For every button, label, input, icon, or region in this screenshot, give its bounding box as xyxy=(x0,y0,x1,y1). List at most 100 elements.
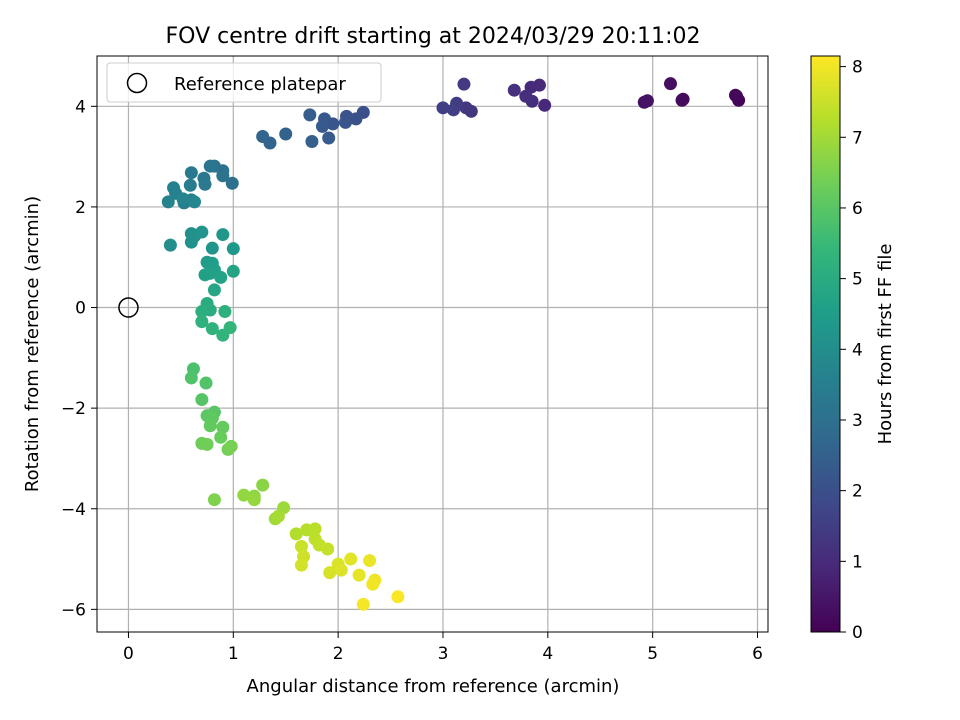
data-point xyxy=(200,437,214,451)
y-tick-label: −4 xyxy=(61,500,86,520)
data-point xyxy=(271,509,285,523)
data-points xyxy=(161,77,746,611)
data-point xyxy=(538,98,552,112)
data-point xyxy=(195,393,209,407)
legend: Reference platepar xyxy=(106,62,382,103)
colorbar-tick-label: 4 xyxy=(852,340,863,360)
data-point xyxy=(198,177,212,191)
data-point xyxy=(247,493,261,507)
data-point xyxy=(294,558,308,572)
data-point xyxy=(391,590,405,604)
data-point xyxy=(167,181,181,195)
data-point xyxy=(344,552,358,566)
y-tick-label: 0 xyxy=(75,299,86,319)
x-tick-label: 6 xyxy=(752,644,763,664)
data-point xyxy=(163,238,177,252)
colorbar-tick-label: 6 xyxy=(852,199,863,219)
data-point xyxy=(225,176,239,190)
grid xyxy=(97,56,768,632)
data-point xyxy=(446,103,460,117)
data-point xyxy=(256,478,270,492)
data-point xyxy=(216,228,230,242)
data-point xyxy=(289,527,303,541)
data-point xyxy=(352,568,366,582)
data-point xyxy=(507,83,521,97)
y-tick-label: 4 xyxy=(75,97,86,117)
data-point xyxy=(224,439,238,453)
data-point xyxy=(256,129,270,143)
data-point xyxy=(640,94,654,108)
data-point xyxy=(203,419,217,433)
data-point xyxy=(279,127,293,141)
data-point xyxy=(366,577,380,591)
data-point xyxy=(214,430,228,444)
data-point xyxy=(519,89,533,103)
legend-box xyxy=(106,62,382,103)
colorbar-tick-label: 3 xyxy=(852,411,863,431)
colorbar-frame xyxy=(810,55,841,633)
data-point xyxy=(188,195,202,209)
data-point xyxy=(183,178,197,192)
data-point xyxy=(214,270,228,284)
data-point xyxy=(207,283,221,297)
colorbar-gradient xyxy=(811,56,840,632)
colorbar-label: Hours from first FF file xyxy=(875,244,896,445)
colorbar: 0 1 2 3 4 5 6 7 8 Hours from first FF file xyxy=(810,55,896,643)
x-axis-label: Angular distance from reference (arcmin) xyxy=(247,676,620,697)
x-tick-label: 2 xyxy=(333,644,344,664)
data-point xyxy=(223,321,237,335)
y-axis-label: Rotation from reference (arcmin) xyxy=(22,196,43,492)
colorbar-tick-label: 7 xyxy=(852,128,863,148)
data-point xyxy=(294,539,308,553)
data-point xyxy=(322,131,336,145)
y-tick-label: 2 xyxy=(75,198,86,218)
data-point xyxy=(226,242,240,256)
reference-platepar-marker xyxy=(118,297,139,318)
chart-title: FOV centre drift starting at 2024/03/29 … xyxy=(166,24,701,49)
y-tick-label: −6 xyxy=(61,600,86,620)
colorbar-tick-label: 8 xyxy=(852,58,863,78)
data-point xyxy=(237,488,251,502)
colorbar-tick-label: 5 xyxy=(852,270,863,290)
colorbar-tick-label: 1 xyxy=(852,552,863,572)
y-axis-ticks: −6 −4 −2 0 2 4 xyxy=(61,97,97,620)
data-point xyxy=(207,493,221,507)
legend-marker xyxy=(126,72,148,94)
data-point xyxy=(663,77,677,91)
data-point xyxy=(205,241,219,255)
data-point xyxy=(161,195,175,209)
data-point xyxy=(195,305,209,319)
data-point xyxy=(218,305,232,319)
data-point xyxy=(728,88,742,102)
data-point xyxy=(199,376,213,390)
x-tick-label: 1 xyxy=(228,644,239,664)
data-point xyxy=(176,192,190,206)
data-point xyxy=(226,264,240,278)
x-tick-label: 0 xyxy=(123,644,134,664)
data-point xyxy=(356,597,370,611)
data-point xyxy=(195,225,209,239)
plot-area-frame xyxy=(96,55,769,633)
y-tick-label: −2 xyxy=(61,399,86,419)
data-point xyxy=(195,315,209,329)
data-point xyxy=(308,522,322,536)
data-point xyxy=(436,101,450,115)
data-point xyxy=(334,563,348,577)
data-point xyxy=(216,169,230,183)
x-tick-label: 5 xyxy=(647,644,658,664)
data-point xyxy=(205,322,219,336)
data-point xyxy=(338,115,352,129)
colorbar-tick-label: 2 xyxy=(852,482,863,502)
data-point xyxy=(184,166,198,180)
data-point xyxy=(676,92,690,106)
x-tick-label: 4 xyxy=(542,644,553,664)
colorbar-ticks: 0 1 2 3 4 5 6 7 8 xyxy=(840,58,863,643)
data-point xyxy=(321,542,335,556)
data-point xyxy=(216,420,230,434)
x-tick-label: 3 xyxy=(438,644,449,664)
data-point xyxy=(315,119,329,133)
data-point xyxy=(363,554,377,568)
colorbar-tick-label: 0 xyxy=(852,623,863,643)
data-point xyxy=(305,135,319,149)
